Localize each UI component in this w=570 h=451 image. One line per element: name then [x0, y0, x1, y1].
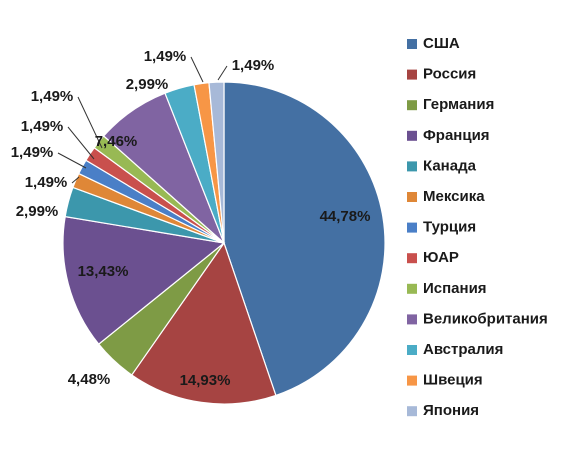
- legend-label-7: Турция: [423, 219, 476, 236]
- legend-swatch-7: [407, 222, 417, 233]
- legend-label-9: Испания: [423, 280, 487, 297]
- legend-label-10: Великобритания: [423, 310, 548, 327]
- data-label-6: 1,49%: [25, 174, 68, 191]
- leader-line-9: [77, 96, 103, 149]
- legend-label-11: Австралия: [423, 341, 503, 358]
- data-label-1: 44,78%: [320, 208, 371, 225]
- pie-slice-1: [223, 81, 386, 397]
- data-label-7: 1,49%: [11, 144, 54, 161]
- legend-swatch-1: [407, 39, 417, 49]
- pie-slice-2: [130, 241, 277, 405]
- legend-swatch-5: [407, 161, 417, 172]
- pie-slices: [62, 81, 386, 405]
- data-label-5: 2,99%: [16, 203, 59, 220]
- legend-label-2: Россия: [423, 66, 476, 83]
- leader-line-6: [71, 176, 80, 184]
- legend: США Россия Германия Франция Канада Мексика Тур…: [407, 35, 548, 419]
- data-label-13: 1,49%: [232, 57, 275, 74]
- legend-swatch-4: [407, 130, 417, 141]
- legend-label-5: Канада: [423, 157, 477, 174]
- legend-swatch-6: [407, 192, 417, 202]
- data-label-9: 1,49%: [31, 88, 74, 105]
- legend-swatch-9: [407, 283, 417, 294]
- data-label-4: 13,43%: [78, 263, 129, 280]
- legend-label-4: Франция: [423, 127, 490, 144]
- data-label-10: 7,46%: [95, 133, 138, 150]
- data-label-11: 2,99%: [126, 76, 169, 93]
- legend-label-3: Германия: [423, 96, 494, 113]
- pie-slice-4: [62, 215, 226, 345]
- legend-label-1: США: [423, 35, 460, 52]
- data-label-2: 14,93%: [180, 372, 231, 389]
- legend-label-12: Швеция: [423, 372, 483, 389]
- leader-line-13: [217, 65, 228, 81]
- legend-swatch-3: [407, 100, 417, 111]
- leader-lines: [57, 56, 228, 184]
- leader-line-8: [67, 126, 95, 160]
- leader-line-12: [190, 56, 204, 83]
- legend-swatch-11: [407, 345, 417, 355]
- legend-swatch-12: [407, 375, 417, 386]
- legend-swatch-13: [407, 406, 417, 417]
- data-label-3: 4,48%: [68, 371, 111, 388]
- pie-slice-13: [208, 81, 225, 244]
- legend-label-8: ЮАР: [423, 249, 459, 266]
- legend-swatch-10: [407, 314, 417, 325]
- data-label-8: 1,49%: [21, 118, 64, 135]
- legend-label-13: Япония: [423, 402, 479, 419]
- legend-swatch-2: [407, 69, 417, 80]
- legend-label-6: Мексика: [423, 188, 485, 205]
- data-labels: 44,78% 14,93% 4,48% 13,43% 2,99% 1,49% 1,49% 1,…: [11, 48, 371, 389]
- leader-line-7: [57, 152, 87, 169]
- data-label-12: 1,49%: [144, 48, 187, 65]
- legend-swatch-8: [407, 253, 417, 264]
